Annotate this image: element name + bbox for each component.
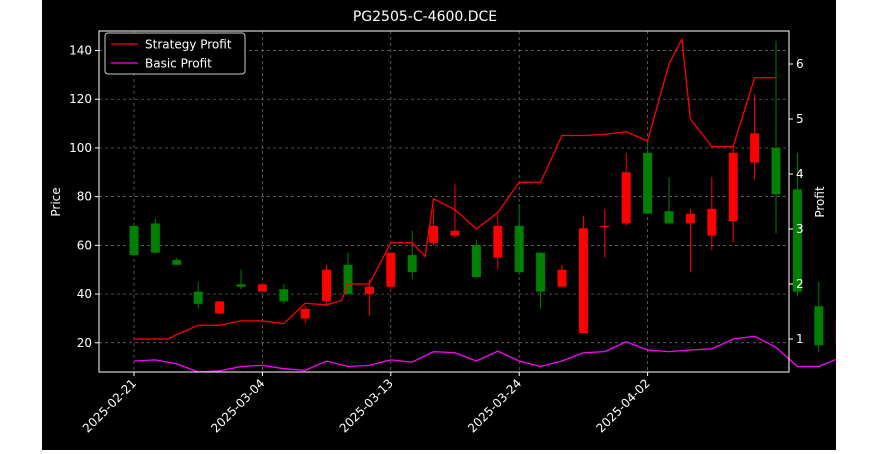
candle-body <box>515 226 524 272</box>
left-tick-label: 40 <box>77 287 92 301</box>
candle-body <box>558 270 567 287</box>
plot-frame <box>99 31 789 372</box>
chart-canvas: PG2505-C-4600.DCE 20 40 60 80 100 120 140 1 2 3 4… <box>42 0 836 450</box>
legend-basic-label: Basic Profit <box>145 57 212 71</box>
candle-body <box>429 226 438 243</box>
candle-body <box>151 223 160 252</box>
candle-body <box>301 309 310 319</box>
left-axis-label: Price <box>49 187 63 216</box>
right-tick-label: 3 <box>796 222 804 236</box>
x-tick-label: 2025-04-02 <box>594 376 653 435</box>
candle-body <box>279 289 288 301</box>
candle-body <box>579 228 588 333</box>
chart-title: PG2505-C-4600.DCE <box>353 9 497 25</box>
basic-profit-line <box>134 336 836 372</box>
candle-body <box>772 148 781 194</box>
candle-body <box>729 153 738 221</box>
right-tick-label: 2 <box>796 277 804 291</box>
right-axis-label: Profit <box>813 186 827 218</box>
x-tick-label: 2025-03-24 <box>465 376 524 435</box>
left-axis: 20 40 60 80 100 120 140 <box>69 43 99 349</box>
candle-body <box>472 245 481 277</box>
x-tick-label: 2025-03-13 <box>337 376 396 435</box>
candle-body <box>493 226 502 258</box>
x-axis: 2025-02-21 2025-03-04 2025-03-13 2025-03-24… <box>80 372 653 435</box>
candle-body <box>237 284 246 286</box>
candle-body <box>215 301 224 313</box>
candle-body <box>600 226 609 227</box>
left-tick-label: 60 <box>77 238 92 252</box>
left-tick-label: 80 <box>77 190 92 204</box>
left-tick-label: 100 <box>69 141 92 155</box>
candle-body <box>172 260 181 265</box>
legend: Strategy Profit Basic Profit <box>105 33 245 74</box>
right-tick-label: 6 <box>796 57 804 71</box>
right-tick-label: 5 <box>796 112 804 126</box>
x-tick-label: 2025-03-04 <box>208 376 267 435</box>
candle-body <box>130 226 139 255</box>
candle-body <box>707 209 716 236</box>
candle-body <box>408 255 417 272</box>
candle-body <box>386 253 395 287</box>
candle-body <box>365 287 374 294</box>
candle-body <box>536 253 545 292</box>
candle-body <box>814 306 823 345</box>
candle-body <box>750 133 759 162</box>
right-tick-label: 1 <box>796 332 804 346</box>
candle-body <box>686 214 695 224</box>
candle-body <box>194 292 203 304</box>
candle-body <box>322 270 331 302</box>
chart-figure: PG2505-C-4600.DCE 20 40 60 80 100 120 140 1 2 3 4… <box>42 0 836 450</box>
candle-body <box>344 265 353 294</box>
candle-body <box>451 231 460 236</box>
left-tick-label: 120 <box>69 92 92 106</box>
candle-body <box>665 211 674 223</box>
candle-body <box>622 172 631 223</box>
grid <box>99 31 789 372</box>
left-tick-label: 140 <box>69 43 92 57</box>
x-tick-label: 2025-02-21 <box>80 376 139 435</box>
candle-body <box>258 284 267 291</box>
left-tick-label: 20 <box>77 336 92 350</box>
candle-body <box>643 153 652 214</box>
legend-strategy-label: Strategy Profit <box>145 38 232 52</box>
right-tick-label: 4 <box>796 167 804 181</box>
